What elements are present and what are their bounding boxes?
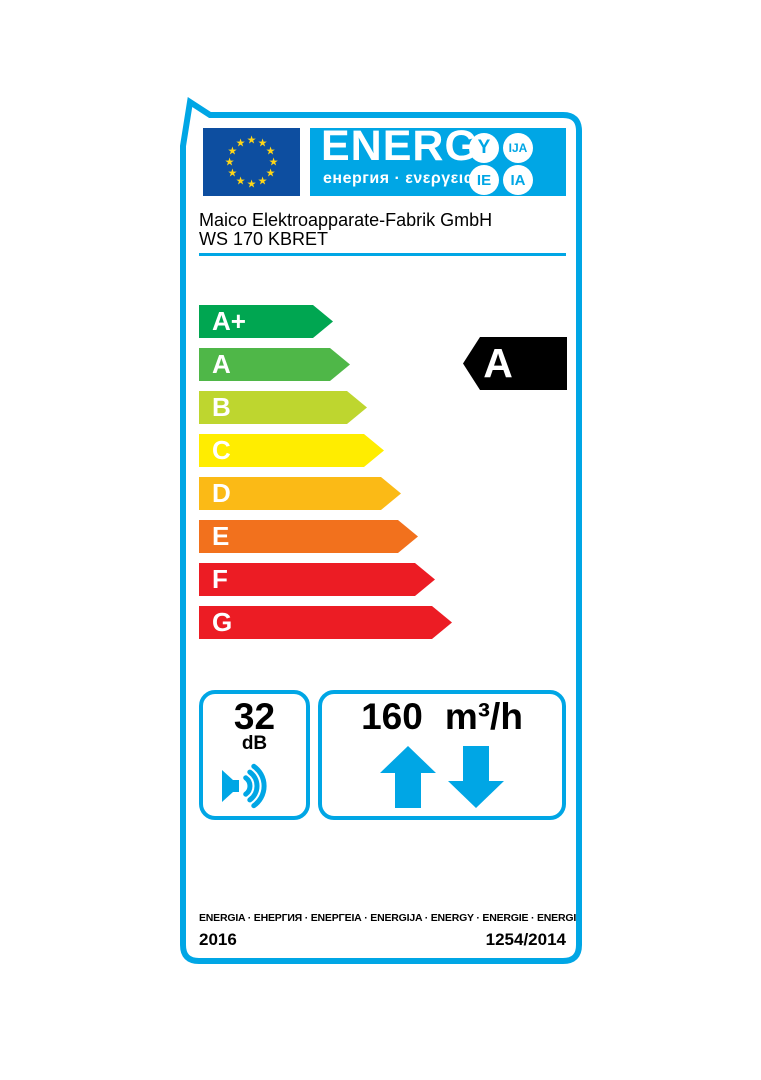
class-bar-a-plus: A+ — [199, 305, 333, 338]
eu-star: ★ — [236, 175, 246, 188]
noise-box: 32 dB — [199, 690, 310, 820]
regulation-number: 1254/2014 — [485, 930, 566, 949]
airflow-box: 160 m³/h — [318, 690, 566, 820]
airflow-row: 160 m³/h — [322, 696, 562, 737]
divider — [199, 253, 566, 256]
noise-value: 32 — [233, 696, 276, 737]
label-year: 2016 — [199, 930, 237, 949]
class-label: D — [212, 478, 231, 508]
suffix-circle-ija: IJA — [503, 133, 533, 163]
class-label: F — [212, 564, 228, 594]
class-bar-d: D — [199, 477, 401, 510]
supplier-name: Maico Elektroapparate-Fabrik GmbH — [199, 210, 493, 230]
eu-star: ★ — [269, 156, 279, 169]
class-bar-b: B — [199, 391, 367, 424]
rating-letter: A — [483, 340, 513, 386]
airflow-unit: m³/h — [444, 696, 523, 737]
suffix-circle-ia: IA — [503, 165, 533, 195]
eu-star: ★ — [227, 145, 237, 158]
class-label: B — [212, 392, 231, 422]
suffix-circle-ie: IE — [469, 165, 499, 195]
eu-star: ★ — [258, 136, 268, 149]
model-name: WS 170 KBRET — [199, 229, 329, 249]
class-bar-a: A — [199, 348, 350, 381]
eu-star: ★ — [227, 167, 237, 180]
airflow-value: 160 — [361, 696, 423, 737]
class-bar-c: C — [199, 434, 384, 467]
class-label: A — [212, 349, 231, 379]
energ-logo-subtitle: енергия · ενεργεια — [323, 170, 475, 187]
eu-star: ★ — [258, 175, 268, 188]
class-label: A+ — [212, 306, 246, 336]
eu-star: ★ — [247, 134, 257, 147]
eu-star: ★ — [236, 136, 246, 149]
class-label: E — [212, 521, 230, 551]
class-bar-g: G — [199, 606, 452, 639]
speaker-icon — [221, 763, 267, 809]
energy-languages-line: ENERGIA · ЕНЕРГИЯ · ΕΝΕΡΓΕΙΑ · ENERGIJA … — [199, 912, 577, 924]
energ-logo-text: ENERG — [321, 122, 479, 170]
arrow-down-icon — [448, 746, 504, 808]
rating-arrow: A — [463, 337, 567, 390]
eu-flag-icon: ★ ★ ★ ★ ★ ★ ★ ★ ★ ★ ★ ★ — [203, 128, 300, 196]
eu-stars-icon: ★ ★★★★★★★★★★★ — [225, 134, 279, 191]
eu-star: ★ — [225, 156, 235, 169]
class-label: G — [212, 607, 233, 637]
class-bar-e: E — [199, 520, 418, 553]
airflow-arrows — [322, 746, 562, 808]
noise-unit: dB — [241, 733, 268, 754]
eu-star: ★ — [247, 178, 257, 191]
eu-star: ★ — [266, 145, 276, 158]
eu-star: ★ — [266, 167, 276, 180]
class-label: C — [212, 435, 231, 465]
arrow-up-icon — [380, 746, 436, 808]
class-bar-f: F — [199, 563, 435, 596]
suffix-circle-y: Y — [469, 133, 499, 163]
